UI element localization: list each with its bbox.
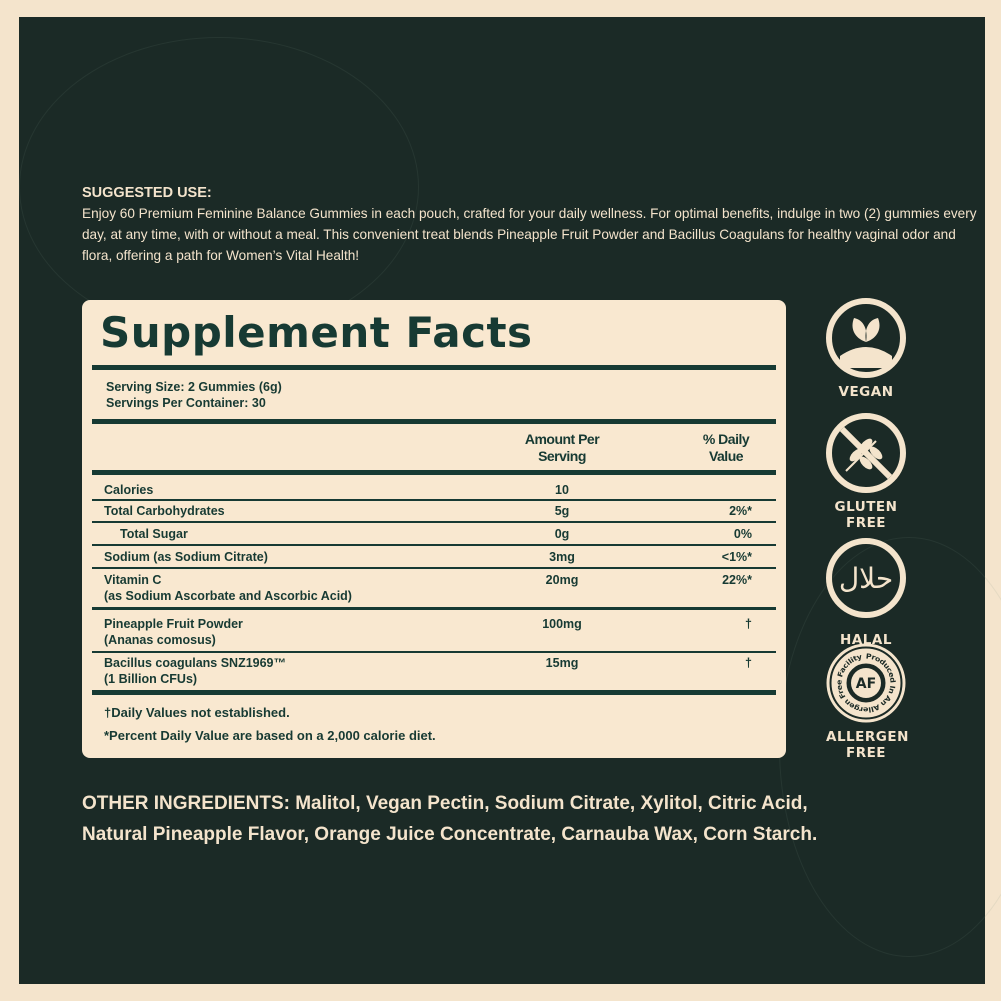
row-name: Total Carbohydrates bbox=[104, 504, 225, 518]
row-amount: 3mg bbox=[549, 550, 575, 564]
other-ingredients: OTHER INGREDIENTS: Malitol, Vegan Pectin… bbox=[82, 793, 818, 845]
allergen-free-icon: Produced In An Allergen Free Facility AF bbox=[826, 643, 906, 723]
row-amount: 100mg bbox=[542, 617, 582, 631]
row-amount: 5g bbox=[554, 504, 570, 518]
row-name: Bacillus coagulans SNZ1969™ bbox=[104, 656, 287, 670]
badge-label: VEGAN bbox=[838, 384, 894, 400]
row-name: Total Sugar bbox=[120, 527, 188, 541]
vegan-leaf-icon bbox=[826, 298, 906, 378]
badge-halal: حلال HALAL bbox=[826, 538, 906, 648]
divider bbox=[92, 521, 776, 523]
row-amount: 20mg bbox=[545, 573, 579, 587]
footnote-dagger: †Daily Values not established. bbox=[104, 705, 290, 720]
row-dv: † bbox=[745, 656, 752, 670]
servings-per-container: Servings Per Container: 30 bbox=[106, 396, 266, 410]
af-glyph: AF bbox=[856, 676, 876, 692]
row-amount: 15mg bbox=[545, 656, 579, 670]
divider bbox=[92, 651, 776, 653]
footnote-percent: *Percent Daily Value are based on a 2,00… bbox=[104, 728, 436, 743]
halal-icon: حلال bbox=[826, 538, 906, 618]
row-dv: 22%* bbox=[722, 573, 752, 587]
halal-glyph: حلال bbox=[838, 561, 894, 595]
divider bbox=[92, 470, 776, 475]
divider bbox=[92, 607, 776, 610]
row-dv: 2%* bbox=[729, 504, 752, 518]
row-dv: 0% bbox=[733, 527, 752, 541]
suggested-use-text: Enjoy 60 Premium Feminine Balance Gummie… bbox=[82, 206, 977, 263]
divider bbox=[92, 499, 776, 501]
divider bbox=[92, 567, 776, 569]
badge-label: GLUTEN FREE bbox=[834, 499, 898, 531]
serving-size: Serving Size: 2 Gummies (6g) bbox=[106, 380, 282, 394]
row-dv: † bbox=[745, 617, 752, 631]
divider bbox=[92, 690, 776, 695]
facts-title: Supplement Facts bbox=[100, 308, 533, 357]
row-name: Sodium (as Sodium Citrate) bbox=[104, 550, 268, 564]
row-subname: (1 Billion CFUs) bbox=[104, 672, 198, 686]
row-dv: <1%* bbox=[721, 550, 752, 564]
row-amount: 10 bbox=[555, 483, 569, 497]
supplement-facts-panel: Supplement Facts Serving Size: 2 Gummies… bbox=[82, 300, 786, 758]
divider bbox=[92, 419, 776, 424]
divider bbox=[92, 544, 776, 546]
suggested-use: SUGGESTED USE: Enjoy 60 Premium Feminine… bbox=[82, 183, 982, 266]
row-subname: (Ananas comosus) bbox=[104, 633, 216, 647]
row-name: Vitamin C bbox=[104, 573, 162, 587]
badge-gluten-free: GLUTEN FREE bbox=[826, 413, 906, 531]
amount-column-header: Amount Per Serving bbox=[524, 431, 600, 464]
row-name: Calories bbox=[104, 483, 154, 497]
badge-label: ALLERGEN FREE bbox=[826, 729, 909, 761]
suggested-use-heading: SUGGESTED USE: bbox=[82, 185, 212, 201]
dv-column-header: % Daily Value bbox=[702, 431, 750, 464]
row-subname: (as Sodium Ascorbate and Ascorbic Acid) bbox=[104, 589, 352, 603]
row-amount: 0g bbox=[554, 527, 570, 541]
divider bbox=[92, 365, 776, 370]
gluten-free-wheat-icon bbox=[826, 413, 906, 493]
badge-allergen-free: Produced In An Allergen Free Facility AF… bbox=[826, 643, 909, 761]
badge-label: HALAL bbox=[840, 632, 892, 648]
row-name: Pineapple Fruit Powder bbox=[104, 617, 243, 631]
badge-vegan: VEGAN bbox=[826, 298, 906, 400]
